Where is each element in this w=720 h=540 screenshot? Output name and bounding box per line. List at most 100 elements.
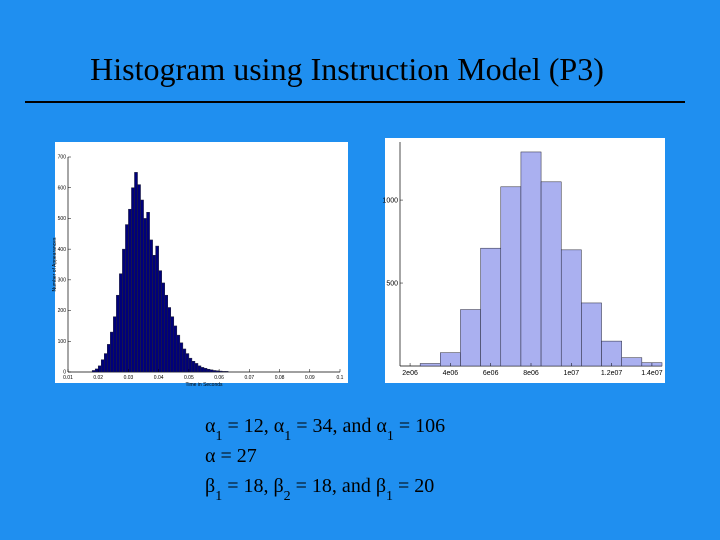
text-run: α [376,415,387,437]
x-tick-label: 2e06 [402,370,418,377]
histogram-bar [182,348,187,373]
histogram-bar [209,369,214,373]
histogram-bar [601,340,622,367]
histogram-bar [125,224,129,373]
histogram-bar [122,248,126,373]
histogram-bar [94,368,99,373]
x-tick-label: 4e06 [443,370,459,377]
subscript: 2 [284,489,291,504]
histogram-bar [152,255,156,373]
text-run: α [205,415,216,437]
histogram-bar [158,270,162,373]
text-run: α [274,415,285,437]
histogram-bar [119,273,123,373]
histogram-bar [143,218,147,373]
y-tick-label: 600 [58,185,67,191]
histogram-bar [137,184,141,373]
text-run: = 18, and [291,475,376,497]
histogram-bar [215,370,220,373]
formula-line: α1 = 12, α1 = 34, and α1 = 106 [205,415,445,444]
histogram-bar [167,307,172,373]
x-tick-label: 0.02 [93,375,103,381]
text-run: = 34, and [291,415,376,437]
x-tick-label: 8e06 [523,370,539,377]
formula-line: α = 27 [205,445,257,467]
histogram-bar [134,172,138,373]
x-tick-label: 0.06 [214,375,224,381]
histogram-bar [191,361,196,373]
histogram-bar [131,187,135,373]
histogram-bar [185,353,190,373]
text-run: β [376,475,386,497]
histogram-bar [128,208,132,373]
histogram-bar [188,357,193,373]
text-run: = 20 [393,475,434,497]
histogram-bar [97,365,102,373]
y-tick-label: 0 [63,370,66,376]
histogram-bar [212,370,217,373]
histogram-bar [110,331,114,373]
histogram-bar [91,370,96,373]
y-tick-label: 500 [386,280,398,287]
text-run: = 12, [222,415,273,437]
histogram-bar [149,239,153,373]
x-tick-label: 0.08 [275,375,285,381]
x-tick-label: 0.1 [337,375,344,381]
histogram-bar [176,334,181,373]
histogram-bar [221,371,226,373]
subscript: 1 [215,489,222,504]
x-tick-label: 1.2e07 [601,370,623,377]
y-tick-label: 400 [58,247,67,253]
subscript: 1 [386,489,393,504]
histogram-bar [155,245,159,373]
text-run: α = 27 [205,445,257,467]
histogram-bar [179,342,184,373]
histogram-bar [170,316,175,373]
histogram-bar [480,247,502,367]
histogram-bar [540,181,562,367]
x-tick-label: 0.01 [63,375,73,381]
y-tick-label: 300 [58,278,67,284]
y-tick-label: 1000 [382,197,398,204]
x-tick-label: 1.4e07 [641,370,663,377]
histogram-bar [100,359,105,373]
x-tick-label: 0.03 [124,375,134,381]
histogram-bar [203,368,208,373]
histogram-bar [164,294,168,373]
histogram-bar [116,294,120,373]
y-tick-label: 700 [58,155,67,161]
y-tick-label: 500 [58,216,67,222]
histogram-bar [460,309,481,367]
histogram-bar [197,365,202,373]
histogram-bar [104,353,108,373]
histogram-bar [140,199,144,373]
histogram-bar [107,344,111,373]
text-run: β [205,475,215,497]
subscript: 1 [387,429,394,444]
histogram-bar [173,325,178,373]
histogram-bar [113,316,117,373]
histogram-bar [581,302,602,367]
x-tick-label: 6e06 [483,370,499,377]
histogram-bar [419,363,441,367]
left-figure [55,142,348,383]
x-tick-label: 0.05 [184,375,194,381]
text-run: β [273,475,283,497]
histogram-bar [218,370,223,373]
x-tick-label: 0.04 [154,375,164,381]
histogram-bar [161,282,165,373]
histogram-bar [194,363,199,373]
histogram-bar [520,151,542,367]
histogram-bar [500,186,522,367]
subscript: 1 [215,429,222,444]
y-axis-label: Number of Appearances [52,237,58,291]
subscript: 1 [284,429,291,444]
x-axis-label: Time in Seconds [185,382,223,388]
histogram-bar [560,249,582,367]
text-run: = 18, [222,475,273,497]
x-tick-label: 1e07 [564,370,580,377]
y-tick-label: 100 [58,339,67,345]
histogram-bar [621,357,643,367]
